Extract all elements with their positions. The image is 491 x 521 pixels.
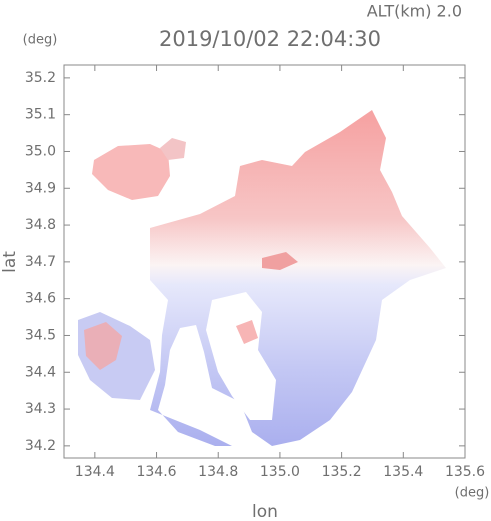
x-tick-label: 134.8 xyxy=(198,464,238,480)
chart-title: 2019/10/02 22:04:30 xyxy=(159,27,381,51)
y-tick-label: 34.6 xyxy=(25,291,56,307)
y-tick-label: 35.2 xyxy=(25,70,56,86)
y-tick-label: 34.9 xyxy=(25,180,56,196)
y-axis-label: lat xyxy=(0,251,20,273)
altitude-label: ALT(km) 2.0 xyxy=(367,2,462,21)
x-axis-label: lon xyxy=(252,502,278,521)
y-tick-label: 34.3 xyxy=(25,401,56,417)
y-tick-label: 34.2 xyxy=(25,438,56,454)
y-tick-label: 34.8 xyxy=(25,217,56,233)
x-tick-label: 135.6 xyxy=(445,464,485,480)
y-tick-label: 34.4 xyxy=(25,364,56,380)
velocity-field xyxy=(78,110,446,446)
y-tick-label: 34.7 xyxy=(25,254,56,270)
x-tick-label: 134.6 xyxy=(136,464,176,480)
y-tick-label: 35.0 xyxy=(25,143,56,159)
x-tick-label: 135.0 xyxy=(260,464,300,480)
y-tick-label: 34.5 xyxy=(25,327,56,343)
x-tick-label: 135.4 xyxy=(383,464,423,480)
y-tick-label: 35.1 xyxy=(25,107,56,123)
y-unit: (deg) xyxy=(23,33,58,48)
x-tick-label: 135.2 xyxy=(322,464,362,480)
x-tick-label: 134.4 xyxy=(75,464,115,480)
x-unit: (deg) xyxy=(455,486,490,501)
